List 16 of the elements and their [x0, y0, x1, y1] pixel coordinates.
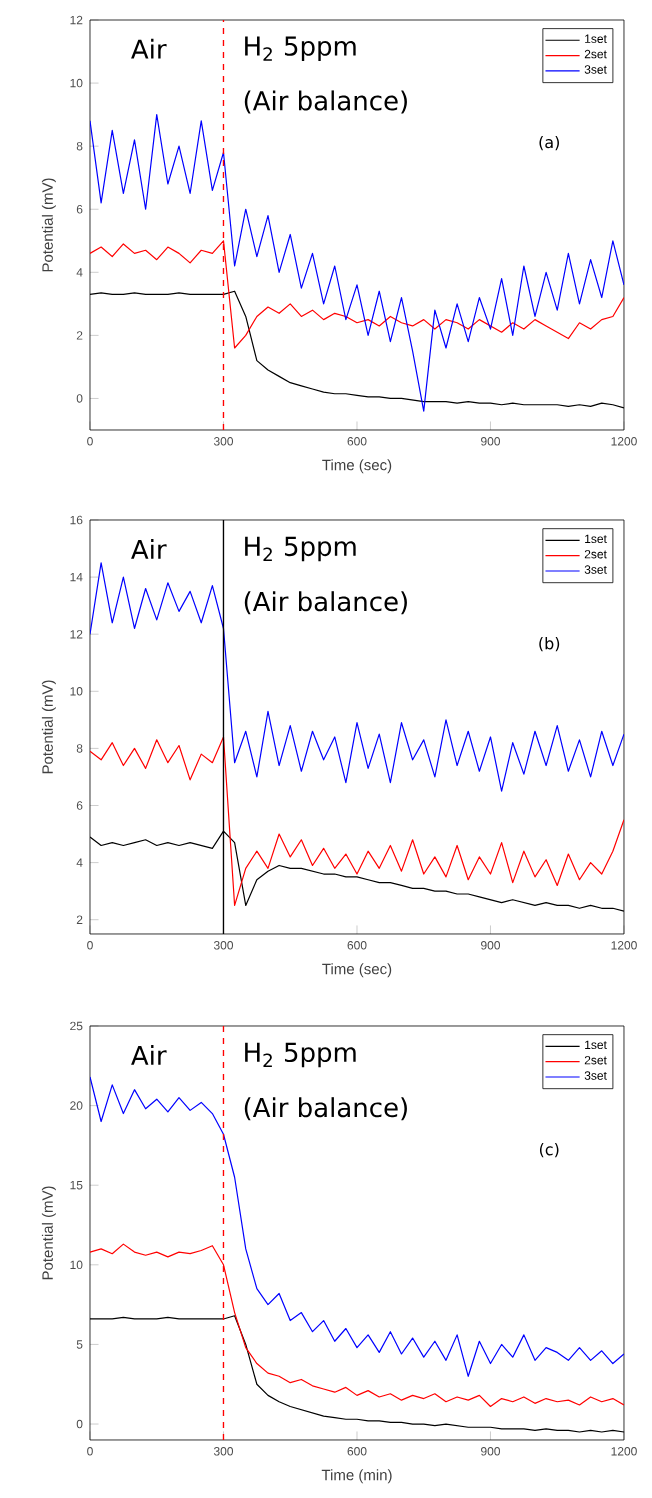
annotation: (Air balance) [244, 591, 407, 615]
line-series [90, 1076, 624, 1377]
annotation: (b) [539, 637, 560, 652]
annotation: Air [131, 38, 167, 59]
line-series [90, 562, 624, 792]
annotation: H$_{2}$ 5ppm [245, 1042, 356, 1068]
annotation: (Air balance) [244, 90, 407, 114]
line-series [90, 736, 624, 907]
annotation: H$_{2}$ 5ppm [245, 536, 356, 562]
annotation: (Air balance) [244, 1097, 407, 1121]
annotation: Air [131, 539, 167, 559]
annotation: H$_{2}$ 5ppm [245, 36, 356, 61]
annotation: (c) [539, 1143, 559, 1158]
annotation: (a) [539, 135, 559, 151]
line-series [90, 114, 624, 412]
annotation: Air [131, 1045, 167, 1065]
